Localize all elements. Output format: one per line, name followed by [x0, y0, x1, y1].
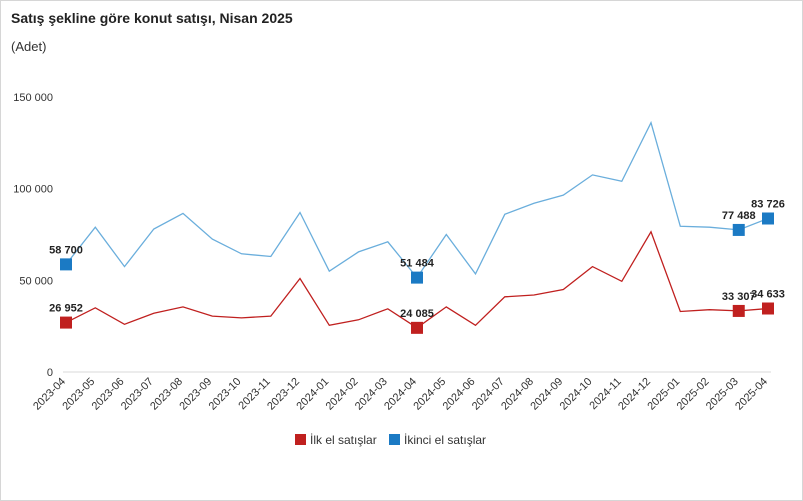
y-tick-label: 0 — [47, 367, 53, 379]
series-markers — [60, 212, 774, 334]
series-marker-0 — [60, 316, 72, 329]
series-marker-1 — [411, 271, 423, 284]
data-label: 26 952 — [49, 303, 83, 315]
series-lines — [65, 120, 769, 329]
legend-swatch — [389, 434, 400, 445]
data-label: 58 700 — [49, 244, 83, 256]
y-tick-label: 50 000 — [19, 275, 53, 287]
x-tick-label: 2025-04 — [733, 376, 770, 413]
data-label: 83 726 — [751, 199, 785, 211]
chart-title: Satış şekline göre konut satışı, Nisan 2… — [11, 10, 293, 26]
series-marker-0 — [762, 302, 774, 315]
series-marker-1 — [762, 212, 774, 225]
y-axis-ticks: 0 50 000 100 000 150 000 — [13, 92, 53, 379]
data-label: 33 307 — [722, 291, 756, 303]
legend-label: İkinci el satışlar — [404, 433, 486, 447]
data-label: 34 633 — [751, 289, 785, 301]
data-label: 77 488 — [722, 210, 756, 222]
series-marker-1 — [60, 258, 72, 271]
series-marker-0 — [411, 321, 423, 334]
chart-subtitle: (Adet) — [11, 39, 47, 54]
y-tick-label: 100 000 — [13, 184, 53, 196]
data-label: 24 085 — [400, 308, 434, 320]
legend-swatch — [295, 434, 306, 445]
data-label: 51 484 — [400, 258, 435, 270]
series-marker-1 — [732, 223, 745, 236]
legend: İlk el satışlar İkinci el satışlar — [295, 433, 486, 447]
series-line-1 — [65, 120, 769, 279]
legend-label: İlk el satışlar — [310, 433, 377, 447]
x-axis-ticks: 2023-042023-052023-062023-072023-082023-… — [31, 376, 770, 413]
y-tick-label: 150 000 — [13, 92, 53, 104]
x-tick-label: 2023-10 — [207, 376, 244, 413]
x-tick-label: 2024-10 — [558, 376, 595, 413]
series-marker-0 — [732, 304, 745, 317]
